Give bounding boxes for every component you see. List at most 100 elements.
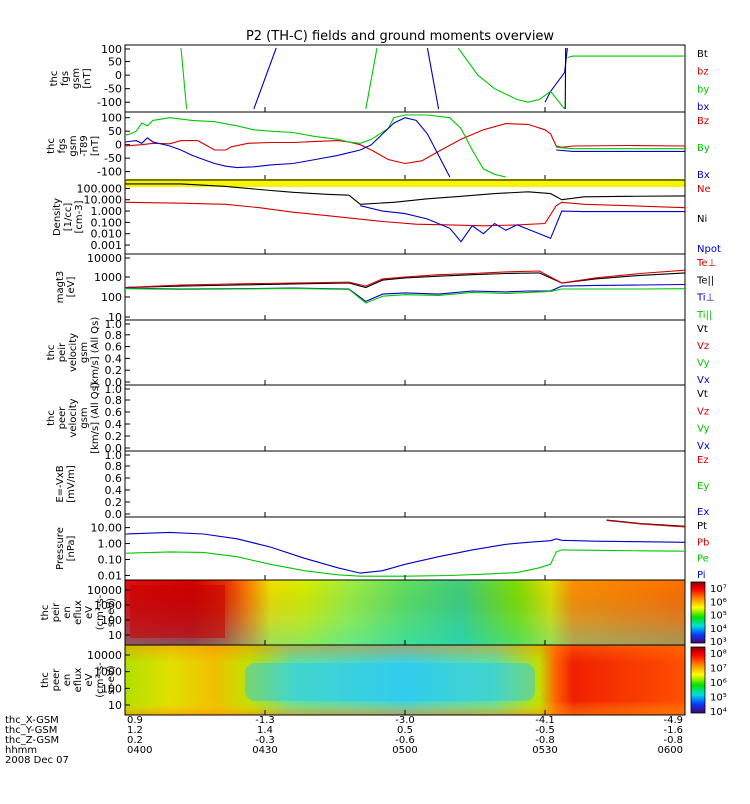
y-tick-label: 0.01 [98,569,123,582]
spectrogram-cool-region [245,663,535,701]
legend-peir_velocity: Vt Vz Vy Vx [697,324,710,386]
y-tick-label: 10 [108,629,122,642]
legend-pressure: Pt Pb Pe Pi [697,521,709,581]
colorbar-tick-label: 10⁷ [710,584,727,595]
y-axis-label-line: thc [40,605,51,621]
y-axis-label-efield: E=-VxB[mV/m] [55,465,77,503]
eph-value-y: 1.2 [127,725,143,736]
y-tick-label: 0.6 [105,472,123,485]
y-tick-label: 1000 [94,666,122,679]
y-axis-label-fgs: thcfgsgsm[nT] [49,68,93,89]
legend-entry: Bt [697,49,708,60]
y-tick-label: -50 [104,83,122,96]
x-ticks-peer_spec [124,710,686,715]
legend-entry: Vy [697,424,710,435]
data-series [125,287,685,304]
y-tick-label: 0.0 [105,442,123,455]
panel-frame [124,179,686,255]
y-tick-label: 100.000 [77,182,123,195]
highlight-band [125,179,685,187]
data-series [556,149,685,152]
eph-value-z: -0.8 [535,735,555,746]
colorbar-tick-label: 10⁷ [710,664,727,675]
time-tick-label: 0400 [127,745,152,756]
eph-value-x: 0.9 [127,715,143,726]
legend-entry: by [697,84,709,95]
colorbar-tick-label: 10⁶ [710,678,727,689]
y-tick-label: 0.8 [105,329,123,342]
legend-entry: Vz [697,406,709,417]
y-axis-label-line: thc [46,410,57,426]
data-series [125,114,506,178]
y-axis-label-line: eflux [73,600,84,625]
y-axis-label-line: gsm [71,68,82,89]
colorbar-tick-label: 10⁴ [710,707,727,718]
x-ticks-density [124,249,686,254]
time-tick-label: 0430 [252,745,277,756]
y-axis-label-line: thc [46,345,57,361]
y-tick-label: 1.00 [98,538,123,551]
y-tick-label: 0.8 [105,394,123,407]
panel-frame [124,319,686,386]
y-axis-label-line: eV [84,673,95,686]
chart-title: P2 (TH-C) fields and ground moments over… [246,29,554,44]
y-tick-label: 100 [101,682,122,695]
panel-pressure: 10.00 1.00 0.10 0.01 Pressure[nPa] Pt Pb Pe Pi [55,516,709,582]
y-axis-label-line: gsm [68,135,79,156]
x-ticks-temperature [124,315,686,320]
data-series [556,146,685,150]
series-group-temperature [125,269,685,304]
y-axis-peer_spec: 10000 1000 100 10 [87,649,130,712]
y-tick-label: 10000 [87,252,122,265]
y-axis-label-line: (cm²-s- [95,594,106,630]
colorbar-peir_spec: 10⁷ 10⁶ 10⁵ 10⁴ 10³ [690,581,727,648]
colorbar-scale [690,646,706,714]
legend-entry: Ti⊥ [696,293,714,304]
eph-value-y: 0.5 [397,725,413,736]
y-tick-label: 10 [108,699,122,712]
y-axis-label-peir_velocity: thcpeirvelocitygsm[km/s] (All Qs) [46,317,101,389]
y-axis-label-line: (cm²-s- [95,662,106,698]
y-tick-label: 100 [101,614,122,627]
data-series [457,47,566,110]
legend-entry: Vy [697,358,710,369]
legend-entry: Bx [697,170,710,181]
legend-entry: Vt [697,324,708,335]
legend-peer_velocity: Vt Vz Vy Vx [697,389,710,452]
y-tick-label: 1.0 [105,449,123,462]
eph-label-date: 2008 Dec 07 [5,755,69,766]
y-tick-label: 0.4 [105,352,123,365]
legend-entry: Ti|| [696,310,712,321]
eph-value-x: -3.0 [395,715,415,726]
eph-value-y: -0.5 [535,725,555,736]
x-ticks-peer_velocity [124,446,686,451]
panel-frame [124,516,686,581]
eph-value-y: -1.6 [663,725,683,736]
y-axis-label-line: [eV] [66,277,77,298]
legend-fgs: Bt bz by bx [697,49,709,113]
y-axis-label-line: en [62,606,73,619]
y-axis-label-line: Density [52,198,63,236]
panel-frame [124,450,686,518]
y-tick-label: 0.2 [105,430,123,443]
legend-entry: Vx [697,375,710,386]
data-series [606,519,685,527]
data-series [360,205,685,243]
y-axis-temperature: 10000 1000 100 10 [87,252,130,324]
y-axis-label-line: -T89 [79,135,90,157]
y-tick-label: -100 [97,166,122,179]
y-axis-peir_spec: 10000 1000 100 10 [87,584,130,642]
colorbar-tick-label: 10³ [710,637,727,648]
eph-value-z: -0.6 [395,735,415,746]
y-axis-label-line: [nPa] [66,535,77,561]
eph-value-z: -0.8 [663,735,683,746]
y-tick-label: 0.0 [105,376,123,389]
y-axis-label-line: thc [49,71,60,87]
legend-entry: bx [697,102,709,113]
y-axis-label-line: [nT] [90,136,101,156]
data-series [606,519,685,528]
y-tick-label: 0 [115,69,122,82]
colorbar-scale [690,581,706,644]
y-tick-label: 0.0 [105,508,123,521]
